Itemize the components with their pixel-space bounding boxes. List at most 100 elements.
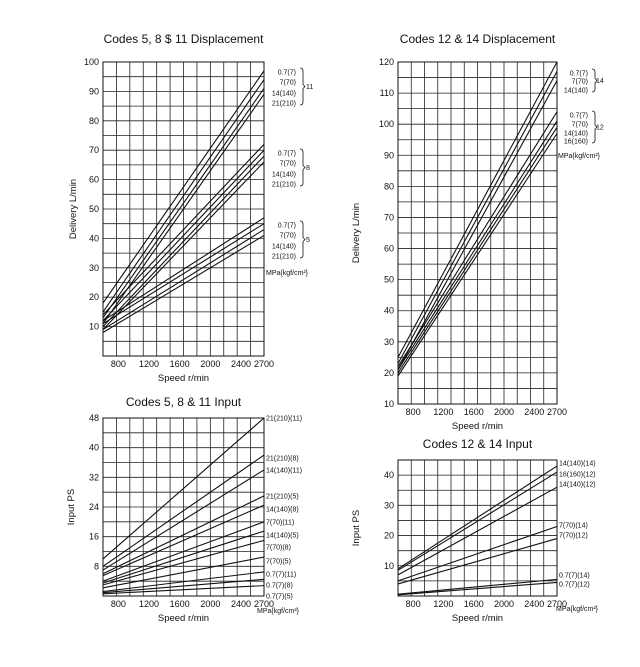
x-axis-label: Speed r/min xyxy=(452,421,503,432)
series-label: 7(70) xyxy=(572,122,588,129)
series-line xyxy=(102,578,265,594)
x-tick-label: 2700 xyxy=(547,599,567,609)
x-tick-label: 1600 xyxy=(464,407,484,417)
unit-label: MPa{kgf/cm²} xyxy=(558,153,601,160)
y-tick-label: 40 xyxy=(384,470,394,480)
series-label: 0.7(7) xyxy=(278,70,296,77)
series-label: 21(210) xyxy=(272,182,296,189)
series-label: 7(70) xyxy=(572,79,588,86)
series-line xyxy=(102,143,265,316)
y-tick-label: 120 xyxy=(379,57,394,67)
x-tick-label: 1200 xyxy=(139,359,159,369)
series-line xyxy=(102,94,265,324)
group-label: 14 xyxy=(596,78,604,85)
unit-label: MPa{kgf/cm²} xyxy=(556,606,599,613)
y-tick-label: 80 xyxy=(384,181,394,191)
x-axis-label: Speed r/min xyxy=(452,613,503,624)
group-label: 11 xyxy=(306,84,313,91)
series-line xyxy=(397,525,558,582)
series-label: 7(70)(12) xyxy=(559,533,588,540)
y-tick-label: 80 xyxy=(89,116,99,126)
group-brace xyxy=(299,220,306,259)
plot-frame xyxy=(102,417,265,597)
x-tick-label: 2700 xyxy=(254,599,274,609)
series-label: 14(140)(11) xyxy=(266,468,302,475)
x-tick-label: 2000 xyxy=(200,599,220,609)
y-tick-label: 60 xyxy=(384,244,394,254)
series-line xyxy=(397,471,558,571)
y-axis-label: Delivery L/min xyxy=(351,203,362,263)
series-line xyxy=(397,486,558,576)
x-tick-label: 1200 xyxy=(433,599,453,609)
x-tick-label: 800 xyxy=(406,599,421,609)
y-tick-label: 10 xyxy=(89,322,99,332)
series-label: 7(70) xyxy=(280,233,296,240)
series-label: 21(210) xyxy=(272,254,296,261)
unit-label: MPa{kgf/cm²} xyxy=(266,270,309,277)
group-label: 5 xyxy=(306,237,310,244)
chart-codes-5-8-11-displacement: Codes 5, 8 $ 11 Displacement 800 1200 1600 2… xyxy=(68,32,313,384)
chart-title: Codes 12 & 14 Input xyxy=(423,437,533,451)
x-tick-label: 2000 xyxy=(494,599,514,609)
y-tick-label: 20 xyxy=(384,368,394,378)
series-label: 0.7(7) xyxy=(278,151,296,158)
series-label: 14(140)(5) xyxy=(266,533,299,540)
series-label: 7(70) xyxy=(280,80,296,87)
x-tick-label: 2400 xyxy=(231,599,251,609)
series-line xyxy=(102,530,265,584)
series-line xyxy=(102,217,265,322)
series-label: 21(210)(5) xyxy=(266,494,299,501)
group-brace xyxy=(591,68,598,93)
y-tick-label: 30 xyxy=(384,337,394,347)
series-line xyxy=(102,88,265,319)
x-axis-label: Speed r/min xyxy=(158,613,209,624)
plot-frame xyxy=(397,61,558,405)
y-axis-label: Delivery L/min xyxy=(68,179,79,239)
series-line xyxy=(102,539,265,586)
group-brace xyxy=(591,110,598,144)
series-label: 0.7(7) xyxy=(278,223,296,230)
y-tick-label: 10 xyxy=(384,399,394,409)
y-tick-label: 8 xyxy=(94,561,99,571)
x-tick-label: 2700 xyxy=(254,359,274,369)
y-tick-label: 16 xyxy=(89,532,99,542)
series-label: 7(70)(5) xyxy=(266,559,291,566)
y-tick-label: 60 xyxy=(89,175,99,185)
x-tick-label: 1600 xyxy=(170,359,190,369)
series-label: 21(210) xyxy=(272,101,296,108)
chart-codes-5-8-11-input: Codes 5, 8 & 11 Input 800 1200 1600 2000 2400… xyxy=(66,395,302,624)
series-label: 14(140) xyxy=(564,131,588,138)
plot-frame xyxy=(397,459,558,597)
y-axis-label: Input PS xyxy=(351,510,362,546)
x-tick-label: 2400 xyxy=(231,359,251,369)
grid-lines xyxy=(397,61,558,405)
series-line xyxy=(102,469,265,571)
series-line xyxy=(102,70,265,304)
group-label: 12 xyxy=(596,125,604,132)
x-tick-label: 2000 xyxy=(200,359,220,369)
group-label: 8 xyxy=(306,165,310,172)
series-label: 21(210)(11) xyxy=(266,416,302,423)
series-label: 7(70)(14) xyxy=(559,523,588,530)
y-tick-label: 40 xyxy=(89,233,99,243)
series-line xyxy=(397,61,558,358)
series-label: 0.7(7)(11) xyxy=(266,572,296,579)
x-tick-label: 2700 xyxy=(547,407,567,417)
series-label: 7(70) xyxy=(280,161,296,168)
series-line xyxy=(102,149,265,322)
chart-title: Codes 5, 8 & 11 Input xyxy=(126,395,242,409)
y-tick-label: 40 xyxy=(89,443,99,453)
y-tick-label: 10 xyxy=(384,561,394,571)
y-tick-label: 30 xyxy=(384,500,394,510)
x-tick-label: 1200 xyxy=(139,599,159,609)
series-line xyxy=(102,79,265,313)
series-line xyxy=(397,126,558,374)
chart-codes-12-14-input: Codes 12 & 14 Input 800 1200 1600 2000 2400 27… xyxy=(351,437,599,624)
series-label: 16(160)(12) xyxy=(559,472,596,479)
series-line xyxy=(397,581,558,596)
y-tick-label: 40 xyxy=(384,306,394,316)
y-tick-label: 32 xyxy=(89,472,99,482)
series-line xyxy=(102,155,265,327)
